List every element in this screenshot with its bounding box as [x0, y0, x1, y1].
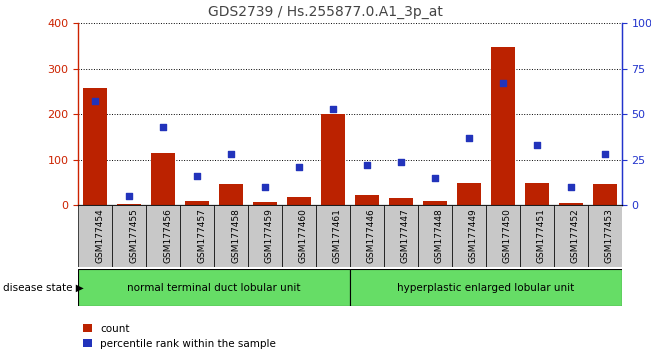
Point	[192, 173, 202, 179]
Text: GSM177453: GSM177453	[605, 209, 614, 263]
Bar	[350, 269, 622, 306]
Bar	[519, 205, 554, 267]
Bar	[389, 198, 413, 205]
Bar	[180, 205, 214, 267]
Point	[532, 142, 542, 148]
Bar	[554, 205, 588, 267]
Text: GSM177452: GSM177452	[571, 209, 580, 263]
Text: GSM177448: GSM177448	[435, 209, 444, 263]
Point	[600, 152, 610, 157]
Bar	[423, 201, 447, 205]
Bar	[593, 184, 616, 205]
Bar	[355, 195, 379, 205]
Text: normal terminal duct lobular unit: normal terminal duct lobular unit	[127, 282, 301, 293]
Bar	[151, 153, 175, 205]
Point	[464, 135, 474, 141]
Bar	[316, 205, 350, 267]
Point	[362, 162, 372, 168]
Point	[226, 152, 236, 157]
Bar	[588, 205, 622, 267]
Bar	[287, 197, 311, 205]
Text: GSM177449: GSM177449	[469, 209, 478, 263]
Text: GSM177455: GSM177455	[129, 209, 138, 263]
Bar	[350, 205, 384, 267]
Point	[260, 184, 270, 190]
Bar	[486, 205, 519, 267]
Bar	[78, 205, 112, 267]
Bar	[457, 183, 480, 205]
Bar	[452, 205, 486, 267]
Text: GSM177454: GSM177454	[95, 209, 104, 263]
Legend: count, percentile rank within the sample: count, percentile rank within the sample	[83, 324, 276, 349]
Bar	[112, 205, 146, 267]
Text: GSM177458: GSM177458	[231, 209, 240, 263]
Text: GSM177459: GSM177459	[265, 209, 274, 263]
Bar	[117, 204, 141, 205]
Text: GSM177457: GSM177457	[197, 209, 206, 263]
Bar	[78, 269, 350, 306]
Text: GSM177460: GSM177460	[299, 209, 308, 263]
Text: GSM177461: GSM177461	[333, 209, 342, 263]
Bar	[525, 183, 549, 205]
Point	[90, 98, 100, 104]
Text: GSM177456: GSM177456	[163, 209, 172, 263]
Bar	[384, 205, 418, 267]
Bar	[248, 205, 282, 267]
Point	[566, 184, 576, 190]
Text: GSM177447: GSM177447	[401, 209, 410, 263]
Bar	[253, 202, 277, 205]
Bar	[219, 184, 243, 205]
Bar	[185, 201, 209, 205]
Bar	[214, 205, 248, 267]
Bar	[491, 47, 515, 205]
Text: GSM177446: GSM177446	[367, 209, 376, 263]
Text: hyperplastic enlarged lobular unit: hyperplastic enlarged lobular unit	[397, 282, 574, 293]
Point	[430, 175, 440, 181]
Text: GSM177450: GSM177450	[503, 209, 512, 263]
Bar	[146, 205, 180, 267]
Bar	[418, 205, 452, 267]
Point	[497, 80, 508, 86]
Text: GSM177451: GSM177451	[537, 209, 546, 263]
Bar	[321, 114, 345, 205]
Point	[327, 106, 338, 112]
Point	[158, 124, 168, 130]
Point	[124, 193, 134, 199]
Point	[294, 164, 304, 170]
Text: disease state ▶: disease state ▶	[3, 282, 84, 293]
Bar	[559, 203, 583, 205]
Bar	[83, 88, 107, 205]
Bar	[282, 205, 316, 267]
Text: GDS2739 / Hs.255877.0.A1_3p_at: GDS2739 / Hs.255877.0.A1_3p_at	[208, 5, 443, 19]
Point	[396, 159, 406, 164]
